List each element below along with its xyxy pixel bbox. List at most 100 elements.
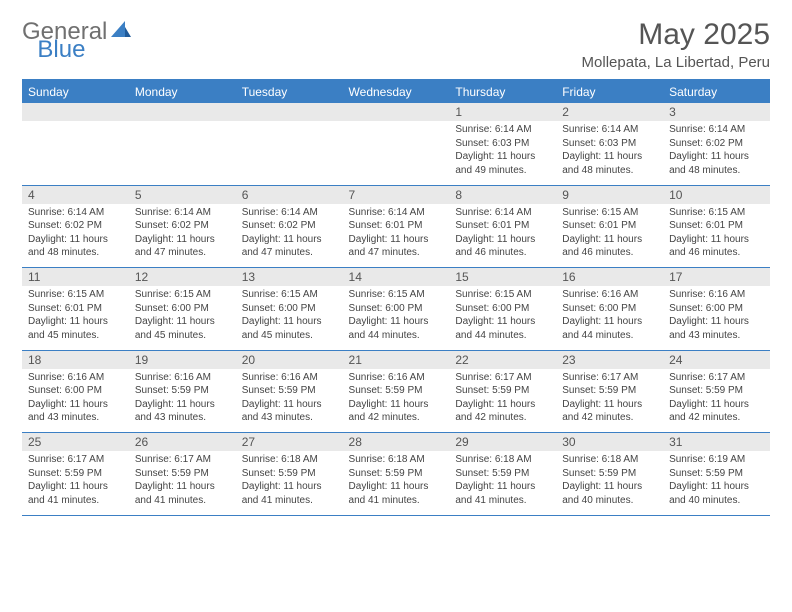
day-detail-cell: Sunrise: 6:18 AMSunset: 5:59 PMDaylight:… xyxy=(449,451,556,515)
day-dl2-text: and 41 minutes. xyxy=(242,494,337,508)
day-number-cell: 7 xyxy=(343,185,450,204)
day-dl1-text: Daylight: 11 hours xyxy=(242,315,337,329)
day-header: Monday xyxy=(129,80,236,103)
day-ss-text: Sunset: 6:03 PM xyxy=(562,137,657,151)
day-number-cell xyxy=(22,103,129,121)
day-dl2-text: and 43 minutes. xyxy=(28,411,123,425)
day-sr-text: Sunrise: 6:18 AM xyxy=(562,453,657,467)
day-dl1-text: Daylight: 11 hours xyxy=(28,315,123,329)
day-dl1-text: Daylight: 11 hours xyxy=(669,480,764,494)
day-dl1-text: Daylight: 11 hours xyxy=(349,315,444,329)
day-detail-cell: Sunrise: 6:14 AMSunset: 6:03 PMDaylight:… xyxy=(449,121,556,185)
day-number-row: 45678910 xyxy=(22,185,770,204)
day-detail-cell: Sunrise: 6:16 AMSunset: 6:00 PMDaylight:… xyxy=(556,286,663,350)
day-detail-cell: Sunrise: 6:15 AMSunset: 6:00 PMDaylight:… xyxy=(129,286,236,350)
day-ss-text: Sunset: 6:00 PM xyxy=(349,302,444,316)
day-detail-cell: Sunrise: 6:16 AMSunset: 6:00 PMDaylight:… xyxy=(22,369,129,433)
day-sr-text: Sunrise: 6:14 AM xyxy=(349,206,444,220)
day-dl2-text: and 43 minutes. xyxy=(669,329,764,343)
day-ss-text: Sunset: 5:59 PM xyxy=(669,384,764,398)
day-detail-cell: Sunrise: 6:18 AMSunset: 5:59 PMDaylight:… xyxy=(343,451,450,515)
title-block: May 2025 Mollepata, La Libertad, Peru xyxy=(582,18,770,71)
day-sr-text: Sunrise: 6:15 AM xyxy=(242,288,337,302)
day-detail-cell: Sunrise: 6:17 AMSunset: 5:59 PMDaylight:… xyxy=(129,451,236,515)
day-detail-cell: Sunrise: 6:18 AMSunset: 5:59 PMDaylight:… xyxy=(556,451,663,515)
day-sr-text: Sunrise: 6:16 AM xyxy=(669,288,764,302)
calendar-table: SundayMondayTuesdayWednesdayThursdayFrid… xyxy=(22,79,770,516)
day-dl1-text: Daylight: 11 hours xyxy=(562,480,657,494)
day-number-cell: 3 xyxy=(663,103,770,121)
day-sr-text: Sunrise: 6:19 AM xyxy=(669,453,764,467)
day-dl1-text: Daylight: 11 hours xyxy=(455,398,550,412)
day-dl2-text: and 46 minutes. xyxy=(562,246,657,260)
day-dl1-text: Daylight: 11 hours xyxy=(242,233,337,247)
day-detail-cell: Sunrise: 6:17 AMSunset: 5:59 PMDaylight:… xyxy=(556,369,663,433)
day-ss-text: Sunset: 5:59 PM xyxy=(135,467,230,481)
day-dl2-text: and 47 minutes. xyxy=(349,246,444,260)
day-dl2-text: and 48 minutes. xyxy=(669,164,764,178)
day-sr-text: Sunrise: 6:18 AM xyxy=(349,453,444,467)
day-dl2-text: and 42 minutes. xyxy=(349,411,444,425)
day-detail-cell: Sunrise: 6:15 AMSunset: 6:01 PMDaylight:… xyxy=(556,204,663,268)
day-dl2-text: and 43 minutes. xyxy=(242,411,337,425)
day-detail-cell: Sunrise: 6:16 AMSunset: 5:59 PMDaylight:… xyxy=(236,369,343,433)
day-number-row: 25262728293031 xyxy=(22,433,770,452)
day-dl1-text: Daylight: 11 hours xyxy=(28,480,123,494)
day-detail-cell: Sunrise: 6:17 AMSunset: 5:59 PMDaylight:… xyxy=(663,369,770,433)
day-sr-text: Sunrise: 6:15 AM xyxy=(455,288,550,302)
day-dl1-text: Daylight: 11 hours xyxy=(242,398,337,412)
day-dl2-text: and 44 minutes. xyxy=(455,329,550,343)
day-header: Saturday xyxy=(663,80,770,103)
day-ss-text: Sunset: 5:59 PM xyxy=(562,384,657,398)
day-sr-text: Sunrise: 6:14 AM xyxy=(455,206,550,220)
day-sr-text: Sunrise: 6:15 AM xyxy=(349,288,444,302)
day-number-cell: 30 xyxy=(556,433,663,452)
day-dl2-text: and 42 minutes. xyxy=(669,411,764,425)
day-number-cell: 13 xyxy=(236,268,343,287)
day-detail-cell: Sunrise: 6:15 AMSunset: 6:01 PMDaylight:… xyxy=(663,204,770,268)
day-number-cell: 26 xyxy=(129,433,236,452)
day-detail-cell xyxy=(22,121,129,185)
day-header: Friday xyxy=(556,80,663,103)
day-dl2-text: and 42 minutes. xyxy=(455,411,550,425)
day-detail-cell: Sunrise: 6:14 AMSunset: 6:03 PMDaylight:… xyxy=(556,121,663,185)
day-dl2-text: and 41 minutes. xyxy=(455,494,550,508)
day-number-cell: 25 xyxy=(22,433,129,452)
day-dl1-text: Daylight: 11 hours xyxy=(455,480,550,494)
day-ss-text: Sunset: 6:02 PM xyxy=(669,137,764,151)
day-dl1-text: Daylight: 11 hours xyxy=(669,150,764,164)
day-number-cell: 16 xyxy=(556,268,663,287)
day-detail-cell xyxy=(236,121,343,185)
day-header: Tuesday xyxy=(236,80,343,103)
day-sr-text: Sunrise: 6:15 AM xyxy=(28,288,123,302)
day-ss-text: Sunset: 6:02 PM xyxy=(135,219,230,233)
day-dl2-text: and 42 minutes. xyxy=(562,411,657,425)
day-ss-text: Sunset: 6:00 PM xyxy=(562,302,657,316)
day-header: Wednesday xyxy=(343,80,450,103)
logo: General Blue xyxy=(22,18,183,46)
day-ss-text: Sunset: 6:03 PM xyxy=(455,137,550,151)
day-number-cell: 20 xyxy=(236,350,343,369)
month-title: May 2025 xyxy=(582,18,770,52)
day-number-cell: 31 xyxy=(663,433,770,452)
day-ss-text: Sunset: 6:00 PM xyxy=(28,384,123,398)
day-number-cell: 1 xyxy=(449,103,556,121)
day-dl2-text: and 44 minutes. xyxy=(349,329,444,343)
day-number-cell: 2 xyxy=(556,103,663,121)
day-ss-text: Sunset: 5:59 PM xyxy=(242,467,337,481)
day-detail-cell: Sunrise: 6:14 AMSunset: 6:02 PMDaylight:… xyxy=(129,204,236,268)
day-ss-text: Sunset: 6:00 PM xyxy=(135,302,230,316)
day-dl1-text: Daylight: 11 hours xyxy=(562,315,657,329)
day-dl2-text: and 46 minutes. xyxy=(669,246,764,260)
day-sr-text: Sunrise: 6:17 AM xyxy=(135,453,230,467)
day-dl1-text: Daylight: 11 hours xyxy=(349,233,444,247)
day-sr-text: Sunrise: 6:15 AM xyxy=(669,206,764,220)
day-detail-cell: Sunrise: 6:16 AMSunset: 5:59 PMDaylight:… xyxy=(343,369,450,433)
day-dl2-text: and 49 minutes. xyxy=(455,164,550,178)
day-number-cell: 18 xyxy=(22,350,129,369)
day-number-cell: 28 xyxy=(343,433,450,452)
day-dl2-text: and 40 minutes. xyxy=(669,494,764,508)
day-sr-text: Sunrise: 6:18 AM xyxy=(242,453,337,467)
day-detail-cell: Sunrise: 6:16 AMSunset: 6:00 PMDaylight:… xyxy=(663,286,770,350)
day-detail-row: Sunrise: 6:17 AMSunset: 5:59 PMDaylight:… xyxy=(22,451,770,515)
